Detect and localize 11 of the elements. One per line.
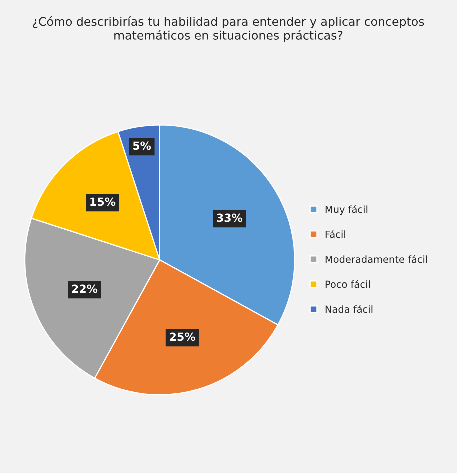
legend-label: Muy fácil bbox=[326, 205, 368, 216]
data-label: 5% bbox=[133, 142, 152, 150]
data-label: 33% bbox=[217, 214, 243, 222]
data-label: 15% bbox=[90, 198, 116, 206]
legend-label: Fácil bbox=[326, 230, 346, 238]
chart-title: ¿Cómo describirías tu habilidad para entender y aplicar conceptos matemáticos en situaciones prácticas? bbox=[33, 16, 424, 42]
legend-label: Moderadamente fácil bbox=[326, 255, 428, 264]
legend-label: Poco fácil bbox=[326, 280, 370, 288]
legend-label: Nada fácil bbox=[326, 305, 373, 314]
data-label: 25% bbox=[170, 332, 196, 342]
data-label: 22% bbox=[72, 284, 98, 294]
